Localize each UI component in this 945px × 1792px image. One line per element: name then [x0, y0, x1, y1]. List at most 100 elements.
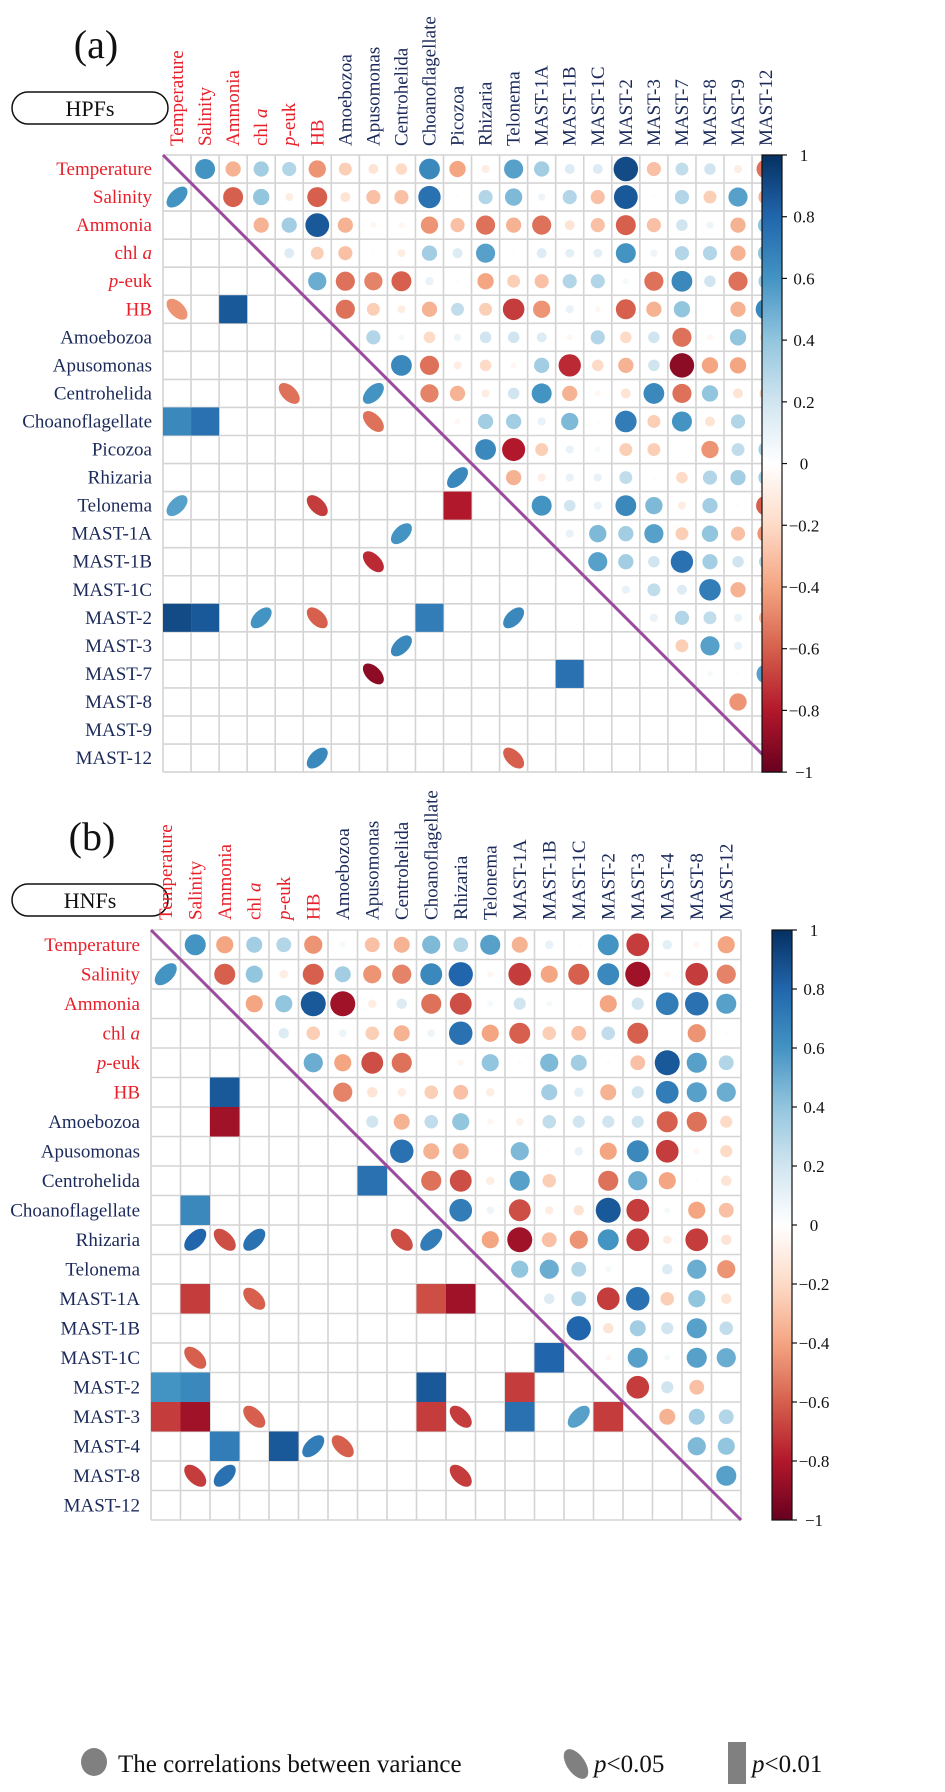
correlation-circle — [565, 529, 574, 538]
correlation-circle — [685, 962, 709, 986]
row-label-amoebozoa: Amoebozoa — [48, 1112, 140, 1133]
correlation-circle — [422, 935, 441, 954]
correlation-circle — [717, 1437, 735, 1455]
correlation-circle — [338, 246, 353, 261]
correlation-circle — [507, 274, 521, 288]
row-label-telonema: Telonema — [77, 496, 152, 517]
correlation-circle — [601, 1026, 616, 1041]
correlation-circle — [304, 935, 323, 954]
correlation-circle — [457, 1059, 464, 1066]
row-label-chl-a: chl a — [115, 243, 152, 264]
correlation-circle — [566, 334, 573, 341]
correlation-circle — [424, 1085, 439, 1100]
correlation-circle — [718, 1055, 734, 1071]
correlation-circle — [645, 496, 663, 515]
correlation-circle — [303, 1053, 323, 1073]
correlation-circle — [421, 301, 438, 317]
correlation-circle — [730, 414, 746, 429]
correlation-circle — [728, 271, 748, 291]
correlation-circle — [365, 1026, 380, 1041]
correlation-circle — [396, 998, 408, 1010]
correlation-circle — [701, 525, 719, 542]
correlation-circle — [573, 1204, 585, 1216]
colorbar-tick-label: 1 — [800, 146, 809, 165]
correlation-circle — [390, 1139, 414, 1163]
correlation-circle — [508, 1199, 531, 1222]
correlation-circle — [613, 185, 638, 209]
significant-ellipse — [306, 495, 328, 517]
correlation-circle — [718, 1202, 734, 1218]
colorbar-tick-label: 0.8 — [793, 208, 814, 227]
correlation-circle — [701, 385, 719, 402]
correlation-circle — [505, 217, 522, 233]
correlation-circle — [195, 159, 216, 180]
correlation-circle — [675, 639, 689, 653]
correlation-circle — [284, 248, 295, 259]
correlation-circle — [625, 961, 651, 987]
column-label-temperature: Temperature — [156, 824, 177, 920]
correlation-circle — [423, 331, 436, 344]
column-label-mast-8: MAST-8 — [700, 79, 721, 146]
correlation-circle — [184, 934, 206, 956]
correlation-circle — [592, 164, 603, 175]
significant-ellipse — [362, 663, 384, 685]
correlation-circle — [305, 213, 330, 238]
correlation-circle — [676, 219, 688, 231]
correlation-circle — [736, 672, 740, 676]
row-label-temperature: Temperature — [56, 159, 152, 180]
correlation-circle — [702, 554, 718, 570]
correlation-circle — [536, 248, 547, 259]
correlation-circle — [650, 249, 658, 257]
correlation-circle — [646, 161, 661, 177]
colorbar-tick-label: −0.8 — [789, 701, 820, 720]
correlation-circle — [481, 1231, 499, 1249]
correlation-circle — [674, 190, 689, 205]
correlation-circle — [419, 158, 440, 180]
significant-square — [191, 407, 220, 436]
correlation-circle — [449, 160, 466, 178]
correlation-circle — [686, 1318, 707, 1339]
correlation-circle — [686, 1052, 707, 1073]
row-label-mast-1a: MAST-1A — [71, 524, 152, 545]
column-label-mast-2: MAST-2 — [598, 853, 619, 920]
correlation-circle — [694, 1178, 699, 1183]
row-label-mast-1b: MAST-1B — [72, 552, 152, 573]
correlation-circle — [534, 161, 550, 177]
correlation-circle — [504, 159, 524, 179]
correlation-circle — [588, 552, 608, 572]
correlation-circle — [487, 1118, 494, 1125]
correlation-circle — [335, 299, 355, 319]
correlation-circle — [631, 1115, 644, 1128]
significant-square — [210, 1107, 240, 1137]
correlation-circle — [664, 1207, 671, 1214]
correlation-circle — [564, 164, 575, 175]
column-label-mast-1a: MAST-1A — [510, 839, 531, 920]
correlation-circle — [648, 359, 660, 372]
correlation-circle — [685, 992, 709, 1016]
column-label-mast-1b: MAST-1B — [539, 840, 560, 920]
legend-ellipse-marker — [563, 1749, 589, 1779]
correlation-circle — [278, 1027, 290, 1039]
correlation-circle — [334, 966, 351, 983]
correlation-circle — [597, 963, 620, 986]
correlation-circle — [655, 1080, 679, 1104]
correlation-circle — [486, 1206, 495, 1215]
correlation-circle — [688, 1290, 706, 1308]
significant-square — [219, 295, 248, 324]
correlation-circle — [655, 1139, 679, 1163]
row-label-mast-3: MAST-3 — [73, 1407, 140, 1428]
correlation-circle — [733, 164, 743, 174]
correlation-circle — [540, 1053, 559, 1072]
correlation-circle — [340, 192, 351, 203]
correlation-circle — [593, 248, 603, 258]
significant-square — [416, 1284, 446, 1314]
correlation-circle — [452, 1143, 469, 1160]
row-label-mast-3: MAST-3 — [85, 636, 152, 657]
group-tag-label: HNFs — [64, 888, 117, 913]
correlation-circle — [509, 1022, 531, 1044]
colorbar-tick-label: 0.4 — [793, 331, 815, 350]
correlation-circle — [366, 330, 381, 345]
correlation-circle — [626, 1140, 649, 1163]
correlation-circle — [593, 473, 602, 482]
column-label-apusomonas: Apusomonas — [363, 47, 384, 146]
